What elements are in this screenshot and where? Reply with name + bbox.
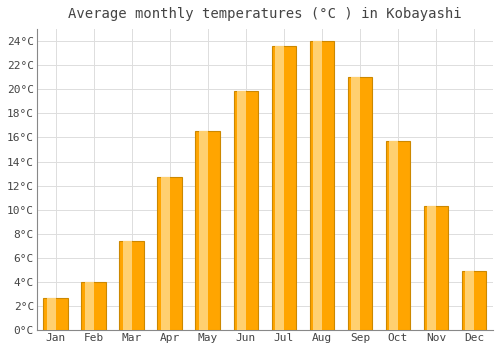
Bar: [85, 282, 94, 330]
Bar: [199, 132, 207, 330]
Bar: [123, 241, 132, 330]
Bar: [310, 41, 334, 330]
Bar: [47, 298, 56, 330]
Bar: [196, 132, 220, 330]
Bar: [272, 46, 296, 330]
Bar: [313, 41, 322, 330]
Bar: [275, 46, 284, 330]
Bar: [424, 206, 448, 330]
Bar: [427, 206, 436, 330]
Bar: [120, 241, 144, 330]
Bar: [386, 141, 410, 330]
Bar: [348, 77, 372, 330]
Bar: [161, 177, 170, 330]
Bar: [466, 271, 474, 330]
Bar: [351, 77, 360, 330]
Bar: [44, 298, 68, 330]
Bar: [158, 177, 182, 330]
Bar: [389, 141, 398, 330]
Bar: [82, 282, 106, 330]
Title: Average monthly temperatures (°C ) in Kobayashi: Average monthly temperatures (°C ) in Ko…: [68, 7, 462, 21]
Bar: [237, 91, 246, 330]
Bar: [234, 91, 258, 330]
Bar: [462, 271, 486, 330]
